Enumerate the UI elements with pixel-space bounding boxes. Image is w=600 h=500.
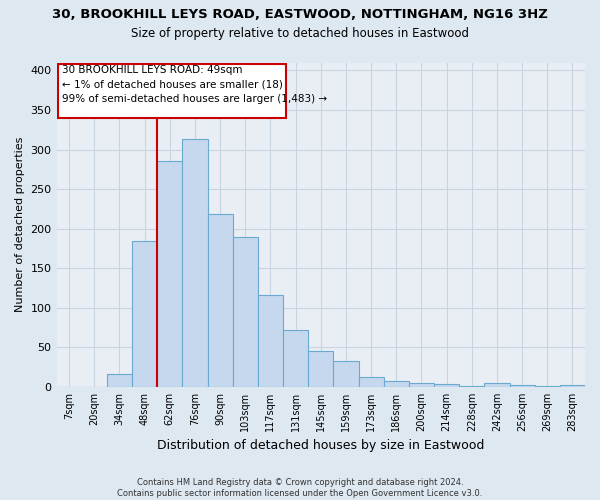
Bar [359,376,383,387]
Bar [182,140,208,387]
Y-axis label: Number of detached properties: Number of detached properties [15,137,25,312]
Bar [383,382,409,387]
Bar [434,384,459,387]
Bar [308,352,334,387]
Bar [208,214,233,387]
FancyBboxPatch shape [58,64,286,118]
Bar [107,374,132,387]
Text: 30, BROOKHILL LEYS ROAD, EASTWOOD, NOTTINGHAM, NG16 3HZ: 30, BROOKHILL LEYS ROAD, EASTWOOD, NOTTI… [52,8,548,20]
Bar [484,383,509,387]
Bar [157,162,182,387]
Bar [334,361,359,387]
Text: Contains HM Land Registry data © Crown copyright and database right 2024.
Contai: Contains HM Land Registry data © Crown c… [118,478,482,498]
Bar [560,386,585,387]
Bar [233,236,258,387]
Bar [535,386,560,387]
Text: 30 BROOKHILL LEYS ROAD: 49sqm
← 1% of detached houses are smaller (18)
99% of se: 30 BROOKHILL LEYS ROAD: 49sqm ← 1% of de… [62,65,326,104]
Bar [132,240,157,387]
Bar [283,330,308,387]
Bar [258,295,283,387]
Text: Size of property relative to detached houses in Eastwood: Size of property relative to detached ho… [131,28,469,40]
X-axis label: Distribution of detached houses by size in Eastwood: Distribution of detached houses by size … [157,440,484,452]
Bar [459,386,484,387]
Bar [409,383,434,387]
Bar [509,386,535,387]
